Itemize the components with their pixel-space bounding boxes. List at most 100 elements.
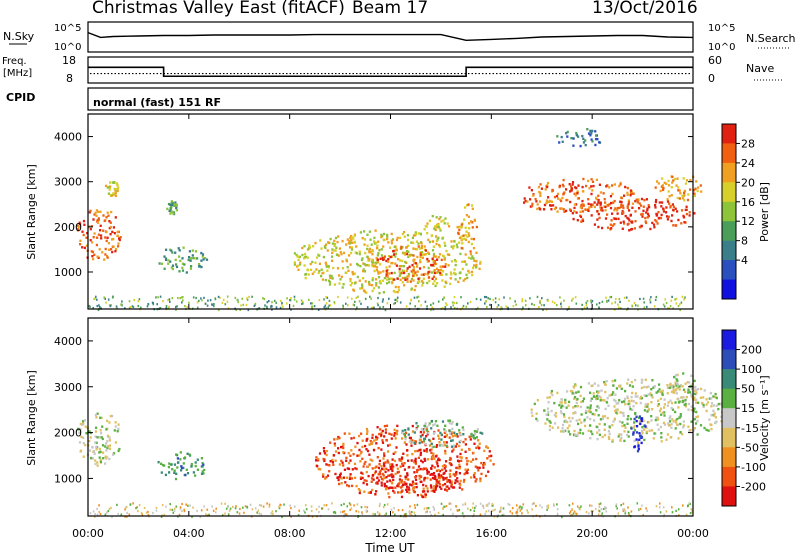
ground-scatter-mark: [519, 509, 522, 512]
ground-scatter-mark: [357, 515, 359, 518]
echo-mark: [646, 216, 649, 219]
echo-mark: [537, 185, 540, 189]
ground-scatter-mark: [455, 505, 457, 508]
echo-mark: [362, 481, 365, 485]
echo-mark: [342, 451, 345, 454]
echo-mark: [96, 412, 99, 415]
echo-mark: [423, 228, 426, 231]
ground-scatter-mark: [128, 307, 131, 310]
ground-scatter-mark: [402, 515, 405, 518]
echo-mark: [412, 259, 415, 262]
echo-mark: [432, 487, 435, 490]
echo-mark: [600, 206, 603, 210]
echo-mark: [437, 458, 440, 462]
echo-mark: [108, 188, 111, 191]
echo-mark: [448, 436, 451, 439]
echo-mark: [457, 280, 460, 284]
echo-mark: [684, 182, 688, 185]
ground-scatter-mark: [681, 295, 684, 298]
echo-mark: [618, 420, 621, 423]
ground-scatter-mark: [324, 308, 327, 311]
echo-mark: [403, 468, 406, 471]
ground-scatter-mark: [302, 302, 304, 305]
echo-mark: [365, 470, 368, 474]
echo-mark: [95, 243, 98, 247]
ground-scatter-mark: [374, 513, 376, 516]
echo-mark: [179, 259, 182, 263]
echo-mark: [312, 245, 315, 248]
echo-mark: [612, 420, 615, 423]
echo-mark: [396, 424, 399, 428]
ground-scatter-mark: [432, 505, 435, 509]
echo-mark: [557, 197, 560, 200]
echo-mark: [556, 210, 559, 213]
echo-mark: [616, 209, 619, 212]
echo-mark: [376, 456, 379, 459]
echo-mark: [345, 271, 348, 274]
echo-mark: [626, 191, 629, 195]
echo-mark: [345, 456, 348, 460]
ground-scatter-mark: [680, 301, 683, 304]
ground-scatter-mark: [539, 299, 541, 302]
echo-mark: [601, 415, 604, 418]
ground-scatter-mark: [615, 297, 617, 301]
echo-mark: [684, 398, 687, 402]
echo-mark: [391, 278, 395, 281]
ground-scatter-mark: [451, 301, 454, 304]
echo-mark: [365, 438, 368, 441]
echo-mark: [638, 420, 641, 423]
echo-mark: [619, 181, 622, 185]
echo-mark: [432, 245, 435, 248]
echo-mark: [436, 462, 439, 465]
echo-mark: [574, 194, 577, 197]
echo-mark: [627, 378, 630, 381]
echo-mark: [383, 476, 386, 480]
echo-mark: [641, 417, 644, 420]
echo-mark: [667, 401, 670, 404]
echo-mark: [441, 420, 445, 423]
echo-mark: [334, 236, 338, 240]
echo-mark: [362, 269, 365, 273]
cpid-panel: CPID normal (fast) 151 RF: [6, 87, 694, 111]
ground-scatter-mark: [258, 512, 261, 515]
echo-mark: [405, 482, 408, 485]
ground-scatter-mark: [191, 515, 193, 518]
echo-mark: [419, 435, 423, 438]
ground-scatter-mark: [500, 506, 502, 509]
echo-mark: [674, 388, 677, 391]
echo-mark: [454, 473, 457, 476]
ground-scatter-mark: [96, 298, 98, 301]
ground-scatter-mark: [659, 511, 662, 514]
echo-mark: [99, 224, 102, 227]
echo-mark: [116, 430, 119, 433]
echo-mark: [396, 236, 399, 240]
echo-mark: [618, 206, 621, 210]
echo-mark: [403, 481, 406, 484]
echo-mark: [659, 216, 663, 220]
echo-mark: [388, 272, 391, 275]
echo-mark: [424, 493, 427, 496]
echo-mark: [654, 186, 657, 189]
echo-mark: [390, 480, 393, 484]
echo-mark: [603, 423, 606, 426]
ground-scatter-mark: [385, 512, 387, 515]
echo-mark: [91, 241, 94, 244]
echo-mark: [95, 441, 98, 444]
echo-mark: [685, 212, 688, 216]
echo-mark: [406, 487, 409, 490]
echo-mark: [338, 463, 341, 466]
echo-mark: [631, 206, 634, 209]
echo-mark: [368, 249, 371, 252]
ground-scatter-mark: [169, 508, 172, 511]
echo-mark: [574, 411, 577, 415]
echo-mark: [656, 180, 659, 183]
echo-mark: [367, 491, 370, 494]
echo-mark: [553, 207, 557, 211]
echo-mark: [311, 260, 314, 264]
echo-mark: [479, 477, 482, 480]
ground-scatter-mark: [484, 300, 487, 303]
echo-mark: [611, 423, 614, 427]
echo-mark: [394, 451, 397, 454]
echo-mark: [386, 480, 389, 483]
ground-scatter-mark: [245, 303, 248, 307]
